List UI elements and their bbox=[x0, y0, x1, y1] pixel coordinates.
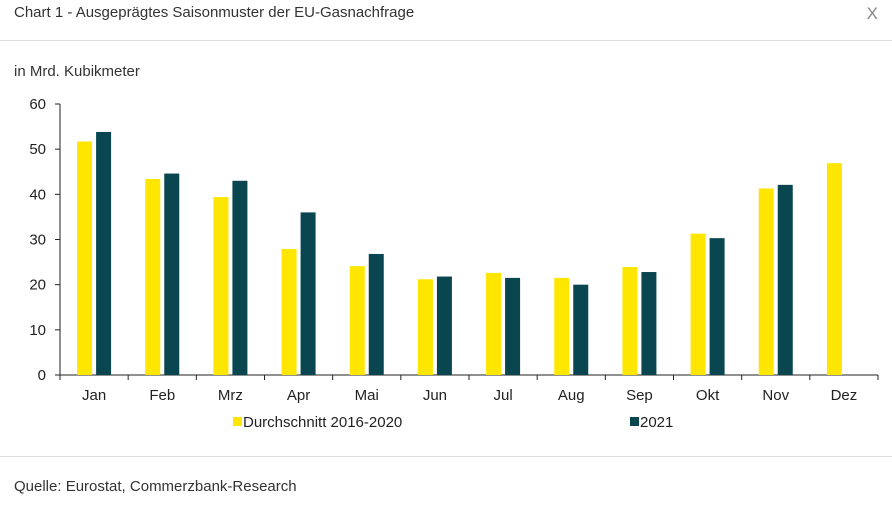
bar-average bbox=[349, 266, 365, 375]
y-tick-label: 10 bbox=[29, 322, 46, 339]
bar-2021 bbox=[232, 180, 248, 375]
y-tick-label: 40 bbox=[29, 186, 46, 203]
x-tick-label: Jun bbox=[423, 387, 447, 404]
x-tick-label: Feb bbox=[149, 387, 175, 404]
x-tick-label: Sep bbox=[626, 387, 653, 404]
y-tick-label: 20 bbox=[29, 277, 46, 294]
bar-average bbox=[758, 188, 774, 375]
y-tick-label: 30 bbox=[29, 232, 46, 249]
legend-swatch bbox=[233, 417, 242, 426]
bar-average bbox=[417, 279, 433, 375]
y-tick-label: 60 bbox=[29, 96, 46, 113]
y-tick-label: 50 bbox=[29, 141, 46, 158]
x-tick-label: Aug bbox=[558, 387, 585, 404]
bar-2021 bbox=[641, 272, 657, 375]
bar-average bbox=[281, 248, 297, 375]
x-tick-label: Mrz bbox=[218, 387, 243, 404]
y-axis-unit-label: in Mrd. Kubikmeter bbox=[14, 63, 140, 80]
bar-2021 bbox=[709, 238, 725, 375]
x-tick-label: Jul bbox=[493, 387, 512, 404]
source-note: Quelle: Eurostat, Commerzbank-Research bbox=[14, 478, 297, 495]
bar-average bbox=[554, 277, 570, 375]
bar-2021 bbox=[96, 132, 112, 375]
x-tick-label: Okt bbox=[696, 387, 720, 404]
bar-2021 bbox=[300, 212, 316, 375]
x-tick-label: Apr bbox=[287, 387, 310, 404]
x-tick-label: Jan bbox=[82, 387, 106, 404]
y-tick-label: 0 bbox=[38, 367, 46, 384]
legend-label: 2021 bbox=[640, 414, 673, 431]
chart-title: Chart 1 - Ausgeprägtes Saisonmuster der … bbox=[14, 4, 415, 21]
x-tick-label: Dez bbox=[831, 387, 858, 404]
bar-average bbox=[690, 233, 706, 375]
x-tick-label: Nov bbox=[762, 387, 789, 404]
divider bbox=[0, 456, 892, 457]
legend-label: Durchschnitt 2016-2020 bbox=[243, 414, 402, 431]
bar-average bbox=[213, 197, 229, 375]
bar-2021 bbox=[368, 253, 384, 375]
bar-2021 bbox=[573, 284, 589, 375]
dialog-header: Chart 1 - Ausgeprägtes Saisonmuster der … bbox=[0, 0, 892, 41]
bar-2021 bbox=[505, 277, 521, 375]
x-tick-label: Mai bbox=[355, 387, 379, 404]
close-icon[interactable]: X bbox=[866, 4, 878, 23]
bar-2021 bbox=[777, 184, 793, 375]
bar-average bbox=[486, 272, 502, 375]
bar-average bbox=[77, 141, 93, 375]
bar-average bbox=[145, 178, 161, 375]
bar-average bbox=[826, 163, 842, 375]
bar-chart: 0 10 20 30 40 50 60 Jan Feb Mrz Apr Mai Jun Jul Aug Sep… bbox=[29, 96, 879, 431]
bar-2021 bbox=[436, 276, 452, 375]
bar-average bbox=[622, 267, 638, 375]
legend-swatch bbox=[630, 417, 639, 426]
bar-2021 bbox=[164, 173, 180, 375]
